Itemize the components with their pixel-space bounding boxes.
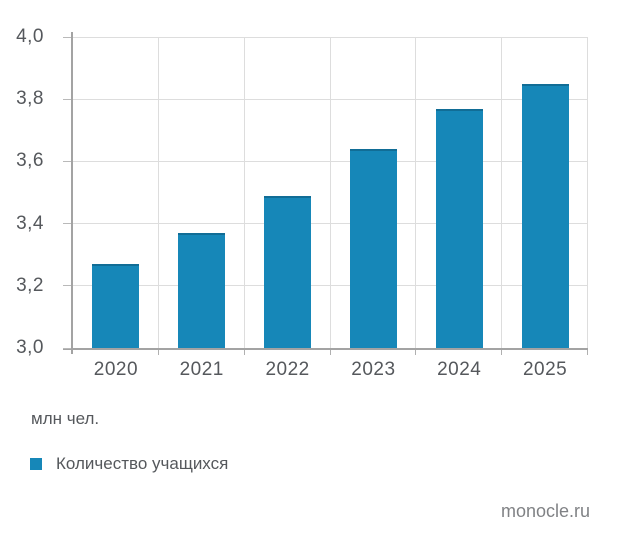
bar-2020 (92, 264, 140, 348)
x-axis-line (63, 348, 588, 350)
x-tick (329, 350, 331, 355)
legend-label: Количество учащихся (56, 454, 229, 473)
legend: Количество учащихся (30, 454, 228, 474)
y-axis-line (71, 32, 73, 354)
gridline-vertical (501, 37, 503, 348)
gridline-vertical (157, 37, 159, 348)
gridline-horizontal (73, 285, 588, 287)
x-tick (501, 350, 503, 355)
x-tick (415, 350, 417, 355)
y-axis-label: 3,6 (16, 150, 44, 172)
gridline-horizontal (73, 98, 588, 100)
y-axis-label: 4,0 (16, 26, 44, 47)
y-tick (63, 98, 71, 100)
x-tick (157, 350, 159, 355)
y-tick (63, 285, 71, 287)
y-tick (63, 160, 71, 162)
gridline-horizontal (73, 223, 588, 225)
y-axis-label: 3,0 (16, 337, 44, 358)
gridline-vertical (415, 37, 417, 348)
y-axis-label: 3,2 (16, 274, 44, 296)
x-axis-label: 2023 (351, 359, 396, 380)
bar-2025 (521, 83, 569, 348)
x-axis-label: 2024 (437, 359, 482, 380)
gridline-vertical (243, 37, 245, 348)
plot-area (63, 32, 588, 355)
bar-2023 (349, 148, 397, 348)
source-label: monocle.ru (500, 501, 590, 521)
bar-2022 (264, 195, 312, 348)
x-axis-label: 2022 (265, 359, 310, 380)
y-tick (63, 223, 71, 225)
x-axis-label: 2020 (93, 359, 139, 380)
unit-label: млн чел. (31, 409, 100, 428)
x-tick (243, 350, 245, 355)
y-tick (63, 347, 71, 349)
x-axis-label: 2021 (179, 359, 224, 380)
x-axis-label: 2025 (522, 359, 568, 380)
y-axis-label: 3,8 (16, 88, 44, 110)
y-axis-labels: 3,0 3,2 3,4 3,6 3,8 4,0 (0, 26, 60, 358)
x-tick (587, 350, 588, 355)
gridline-vertical (587, 37, 588, 348)
gridline-horizontal (73, 36, 588, 38)
y-tick (63, 36, 71, 38)
y-axis-label: 3,4 (16, 212, 44, 234)
gridline-vertical (329, 37, 331, 348)
legend-swatch-icon (30, 458, 42, 470)
bar-2024 (435, 108, 483, 348)
bar-2021 (178, 232, 226, 348)
gridline-horizontal (73, 160, 588, 162)
x-axis-labels: 2020 2021 2022 2023 2024 2025 (73, 359, 588, 385)
